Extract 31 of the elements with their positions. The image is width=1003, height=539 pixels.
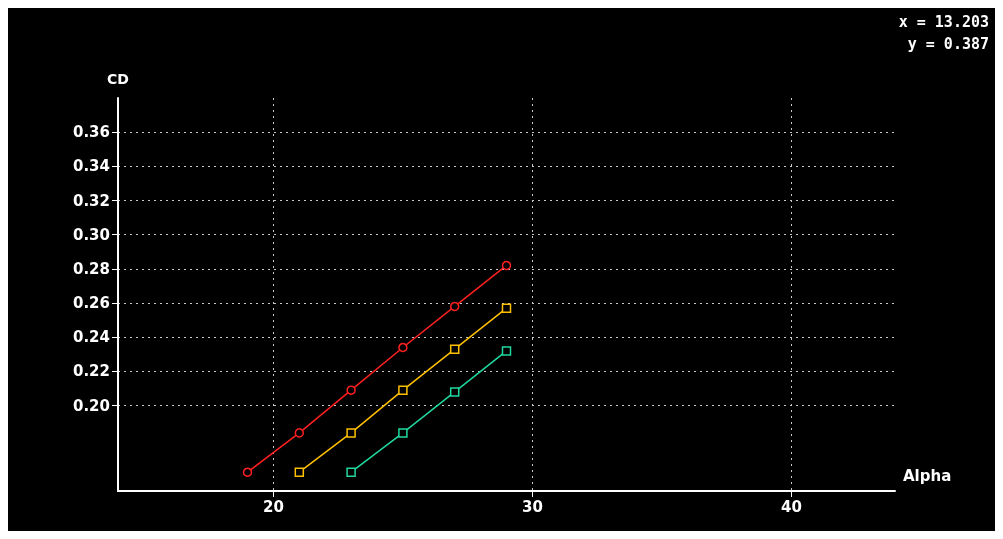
y-axis-title: CD: [107, 71, 129, 87]
point: [501, 303, 512, 313]
y-tick-label: 0.28: [72, 259, 110, 278]
point: [398, 342, 408, 353]
point: [501, 260, 512, 271]
y-tick-label: 0.26: [72, 294, 110, 313]
point: [346, 428, 356, 438]
y-tick-label: 0.32: [72, 191, 110, 210]
x-tick-label: 30: [521, 497, 543, 516]
point: [398, 428, 408, 438]
y-tick-label: 0.30: [72, 225, 110, 244]
y-tick-label: 0.24: [72, 328, 110, 347]
point: [346, 467, 356, 477]
point: [501, 346, 512, 356]
point: [294, 467, 305, 477]
point: [449, 344, 460, 354]
y-tick-label: 0.34: [72, 157, 110, 176]
x-tick-label: 20: [262, 497, 284, 516]
y-tick-label: 0.36: [72, 123, 110, 142]
y-tick-label: 0.20: [72, 396, 110, 415]
point: [449, 301, 460, 312]
text: x = 13.203: [898, 12, 989, 31]
point: [398, 385, 408, 395]
text: y = 0.387: [907, 34, 989, 53]
point: [346, 385, 356, 395]
point: [294, 428, 305, 438]
x-axis-title: Alpha: [903, 466, 952, 485]
point: [449, 387, 460, 397]
point: [242, 467, 253, 477]
x-tick-label: 40: [780, 497, 802, 516]
y-tick-label: 0.22: [72, 362, 110, 381]
